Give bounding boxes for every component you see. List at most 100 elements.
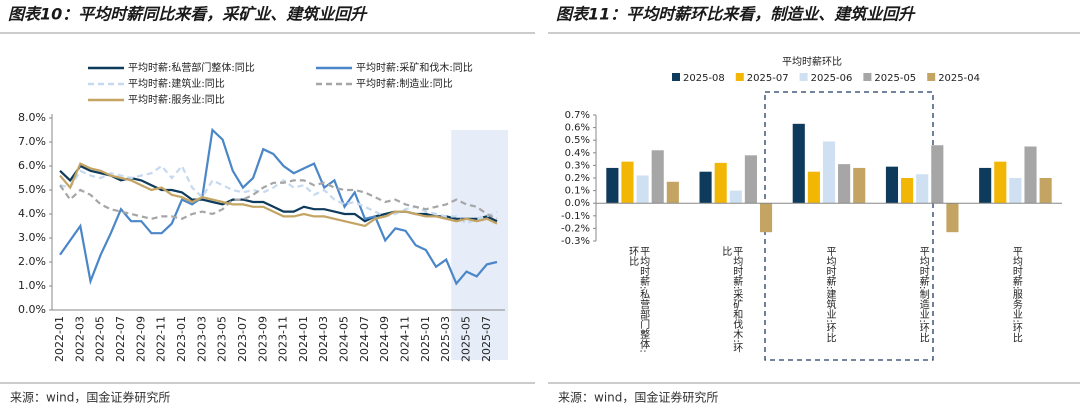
y-tick-label: 0.0% — [18, 303, 46, 316]
legend-swatch — [672, 73, 680, 81]
chart-title: 图表11：平均时薪环比来看，制造业、建筑业回升 — [556, 5, 916, 24]
bar — [838, 164, 851, 204]
x-tick-label: 2023-09 — [256, 316, 269, 362]
y-tick-label: 6.0% — [18, 159, 46, 172]
y-tick-label: 7.0% — [18, 135, 46, 148]
bar — [714, 162, 727, 204]
x-tick-label: 2024-05 — [338, 316, 351, 362]
x-tick-label: 2022-03 — [73, 316, 86, 362]
highlight-box — [764, 91, 934, 361]
x-tick-label: 平均时薪:采矿和伐木:环比 — [719, 246, 742, 353]
series-line — [59, 163, 498, 225]
x-tick-label: 2023-03 — [195, 316, 208, 362]
bar — [636, 175, 649, 204]
y-tick-label: 0.1% — [565, 186, 590, 197]
x-tick-label: 2025-01 — [419, 316, 432, 362]
highlight-band — [451, 130, 508, 360]
legend-swatch — [735, 73, 744, 81]
x-tick-label: 2024-03 — [317, 316, 330, 362]
x-tick-label: 2022-11 — [155, 316, 168, 362]
legend-label: 平均时薪:服务业:同比 — [128, 93, 225, 106]
x-tick-label: 2025-05 — [460, 316, 473, 362]
bar — [606, 167, 619, 204]
bar — [916, 174, 929, 204]
bar — [744, 155, 757, 204]
bar — [807, 171, 820, 204]
x-tick-label: 2022-05 — [94, 316, 107, 362]
x-tick-label: 2022-07 — [114, 316, 127, 362]
bar — [759, 203, 773, 233]
series-line — [59, 179, 498, 220]
source: 来源：wind，国金证券研究所 — [10, 390, 170, 405]
legend-label: 2025-08 — [683, 73, 725, 84]
x-tick-label: 平均时薪:私营部门整体:环比 — [626, 246, 649, 353]
legend-label: 2025-04 — [938, 73, 980, 84]
legend-label: 2025-06 — [811, 73, 853, 84]
bar — [885, 166, 899, 204]
x-tick-label: 平均时薪:服务业:环比 — [1010, 246, 1022, 343]
x-tick-label: 2023-11 — [277, 316, 290, 362]
x-tick-label: 2024-07 — [358, 316, 371, 362]
y-tick-label: -0.3% — [561, 236, 590, 247]
x-tick-label: 2023-01 — [175, 316, 188, 362]
x-tick-label: 平均时薪:建筑业:环比 — [824, 246, 835, 343]
series-line — [59, 127, 498, 286]
x-tick-label: 2024-09 — [378, 316, 391, 362]
legend-swatch — [927, 73, 936, 81]
y-tick-label: 0.4% — [565, 148, 590, 159]
legend-label: 平均时薪:制造业:同比 — [356, 77, 453, 90]
bar — [666, 181, 679, 204]
bar — [946, 203, 959, 233]
y-tick-label: 0.2% — [565, 173, 590, 184]
y-tick-label: 5.0% — [18, 183, 46, 196]
x-tick-label: 2022-01 — [53, 316, 66, 362]
x-tick-label: 平均时薪:制造业:环比 — [917, 246, 929, 343]
legend-label: 平均时薪:私营部门整体:同比 — [128, 61, 255, 74]
y-tick-label: 2.0% — [18, 255, 46, 268]
x-tick-label: 2023-05 — [216, 316, 229, 362]
bar — [1039, 178, 1052, 204]
source: 来源：wind，国金证券研究所 — [558, 390, 718, 405]
chart-subtitle: 平均时薪环比 — [782, 56, 842, 68]
x-tick-label: 2025-07 — [480, 316, 493, 362]
bar — [979, 167, 992, 204]
bar — [729, 190, 742, 204]
bar — [853, 167, 866, 204]
bar — [931, 145, 944, 204]
series-line — [59, 162, 498, 228]
y-tick-label: 8.0% — [18, 111, 46, 124]
y-tick-label: 1.0% — [18, 279, 46, 292]
bar — [1009, 178, 1022, 204]
y-tick-label: -0.1% — [561, 211, 590, 222]
bar — [994, 161, 1007, 204]
legend-label: 2025-07 — [747, 73, 789, 84]
y-tick-label: 4.0% — [18, 207, 46, 220]
x-tick-label: 2024-11 — [399, 316, 412, 362]
bar — [621, 161, 634, 204]
legend-swatch — [799, 73, 808, 81]
y-tick-label: 0.5% — [565, 135, 590, 146]
bar — [699, 171, 712, 204]
x-tick-label: 2024-01 — [297, 316, 310, 362]
y-tick-label: 0.7% — [565, 110, 590, 121]
bar — [822, 141, 836, 204]
y-tick-label: 0.0% — [565, 198, 590, 209]
legend-label: 平均时薪:建筑业:同比 — [128, 77, 225, 90]
bar — [792, 123, 805, 204]
x-tick-label: 2022-09 — [134, 316, 147, 362]
y-tick-label: 0.3% — [565, 160, 590, 171]
bar — [901, 178, 914, 204]
x-tick-label: 2025-03 — [439, 316, 452, 362]
x-tick-label: 2023-07 — [236, 316, 249, 362]
y-tick-label: 3.0% — [18, 231, 46, 244]
legend-label: 平均时薪:采矿和伐木:同比 — [356, 61, 473, 74]
chart-title: 图表10：平均时薪同比来看，采矿业、建筑业回升 — [8, 5, 368, 24]
legend-swatch — [863, 73, 872, 81]
y-tick-label: 0.6% — [565, 123, 590, 134]
bar — [1024, 146, 1037, 204]
bar — [651, 150, 664, 204]
legend-label: 2025-05 — [874, 73, 916, 84]
y-tick-label: -0.2% — [561, 223, 590, 234]
